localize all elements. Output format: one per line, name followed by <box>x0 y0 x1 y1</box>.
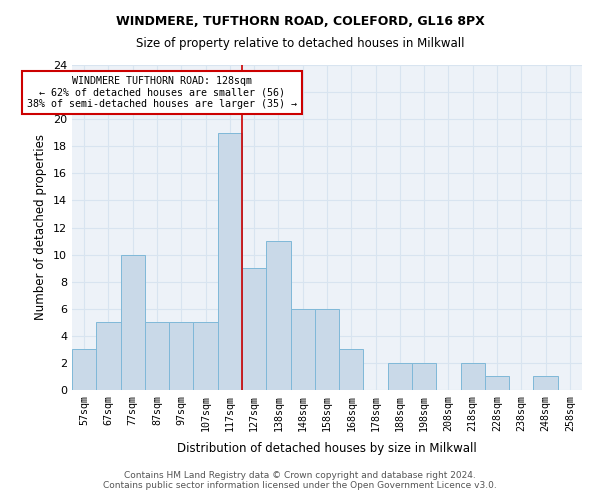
Bar <box>193 322 218 390</box>
Bar <box>266 241 290 390</box>
Text: WINDMERE TUFTHORN ROAD: 128sqm
← 62% of detached houses are smaller (56)
38% of : WINDMERE TUFTHORN ROAD: 128sqm ← 62% of … <box>27 76 297 109</box>
Bar <box>169 322 193 390</box>
Bar <box>315 308 339 390</box>
Bar <box>218 132 242 390</box>
Text: Contains HM Land Registry data © Crown copyright and database right 2024.
Contai: Contains HM Land Registry data © Crown c… <box>103 470 497 490</box>
Bar <box>533 376 558 390</box>
Bar <box>121 254 145 390</box>
Bar <box>290 308 315 390</box>
Text: Size of property relative to detached houses in Milkwall: Size of property relative to detached ho… <box>136 38 464 51</box>
Bar <box>145 322 169 390</box>
Bar <box>72 350 96 390</box>
Bar <box>412 363 436 390</box>
Bar <box>96 322 121 390</box>
Bar <box>388 363 412 390</box>
Y-axis label: Number of detached properties: Number of detached properties <box>34 134 47 320</box>
Bar <box>461 363 485 390</box>
Bar <box>339 350 364 390</box>
Bar <box>485 376 509 390</box>
Bar <box>242 268 266 390</box>
Text: WINDMERE, TUFTHORN ROAD, COLEFORD, GL16 8PX: WINDMERE, TUFTHORN ROAD, COLEFORD, GL16 … <box>116 15 484 28</box>
X-axis label: Distribution of detached houses by size in Milkwall: Distribution of detached houses by size … <box>177 442 477 455</box>
